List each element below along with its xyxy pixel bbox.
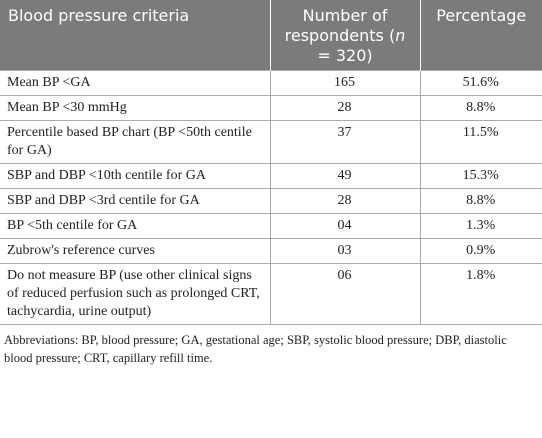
table-cell: 37	[269, 120, 421, 164]
table-row: Mean BP <30 mmHg 28 8.8%	[0, 95, 542, 121]
table-cell: 1.3%	[419, 213, 542, 239]
table-cell: Mean BP <30 mmHg	[0, 95, 271, 121]
table-cell: 49	[269, 163, 421, 189]
header-text: Number of respondents (	[284, 6, 396, 45]
header-cell: Number of respondents (n = 320)	[269, 0, 420, 71]
table-cell: 28	[269, 95, 421, 121]
table-row: SBP and DBP <3rd centile for GA 28 8.8%	[0, 188, 542, 214]
table-cell: Mean BP <GA	[0, 70, 271, 96]
table-cell: 51.6%	[419, 70, 542, 96]
table-row: Do not measure BP (use other clinical si…	[0, 263, 542, 325]
table-cell: Percentile based BP chart (BP <50th cent…	[0, 120, 271, 164]
header-text: n	[395, 26, 406, 45]
table-cell: SBP and DBP <10th centile for GA	[0, 163, 271, 189]
table: Blood pressure criteria Number of respond…	[0, 0, 542, 325]
table-row: SBP and DBP <10th centile for GA 49 15.3%	[0, 163, 542, 189]
header-text: Percentage	[436, 6, 527, 25]
table-cell: 8.8%	[419, 188, 542, 214]
header-cell: Percentage	[419, 0, 542, 71]
table-row: Percentile based BP chart (BP <50th cent…	[0, 120, 542, 164]
table-cell: Zubrow's reference curves	[0, 238, 271, 264]
header-text: Blood pressure criteria	[8, 6, 190, 25]
table-cell: 165	[269, 70, 421, 96]
table-cell: BP <5th centile for GA	[0, 213, 271, 239]
table-cell: 8.8%	[419, 95, 542, 121]
header-row: Blood pressure criteria Number of respond…	[0, 0, 542, 71]
header-cell: Blood pressure criteria	[0, 0, 270, 71]
table-cell: SBP and DBP <3rd centile for GA	[0, 188, 271, 214]
table-row: BP <5th centile for GA 04 1.3%	[0, 213, 542, 239]
table-cell: 11.5%	[419, 120, 542, 164]
footnote: Abbreviations: BP, blood pressure; GA, g…	[4, 333, 507, 365]
table-row: Mean BP <GA 165 51.6%	[0, 70, 542, 96]
table-cell: 04	[269, 213, 421, 239]
table-cell: 03	[269, 238, 421, 264]
table-cell: 1.8%	[419, 263, 542, 325]
table-cell: Do not measure BP (use other clinical si…	[0, 263, 271, 325]
table-row: Zubrow's reference curves 03 0.9%	[0, 238, 542, 264]
table-cell: 15.3%	[419, 163, 542, 189]
table-cell: 06	[269, 263, 421, 325]
table-cell: 0.9%	[419, 238, 542, 264]
table-cell: 28	[269, 188, 421, 214]
header-text: = 320)	[317, 46, 373, 65]
